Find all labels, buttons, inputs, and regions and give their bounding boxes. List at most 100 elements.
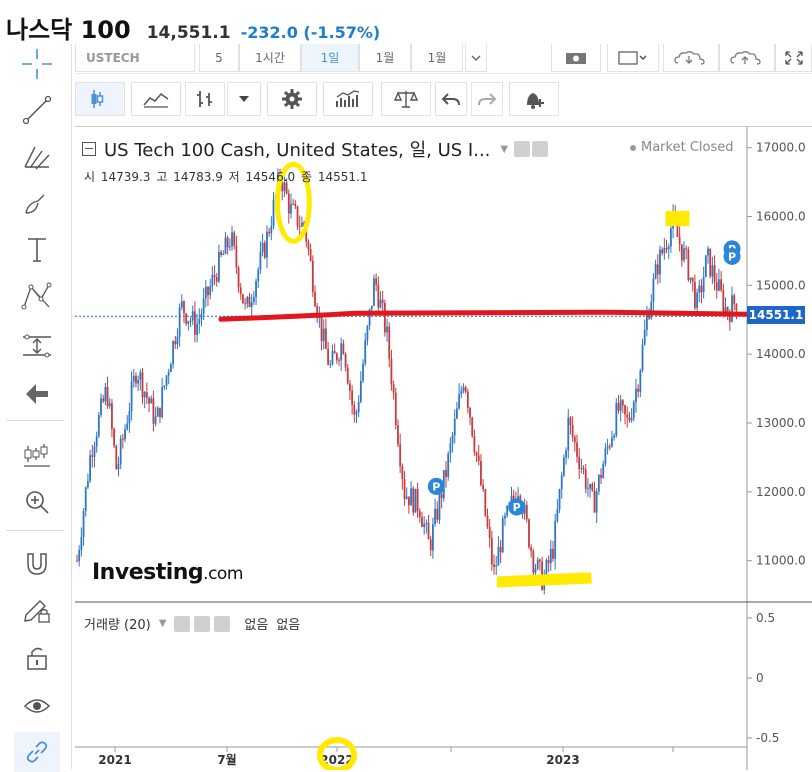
interval-dropdown[interactable]: [465, 44, 487, 72]
candles-button[interactable]: [75, 82, 125, 116]
candle-body: [451, 435, 454, 444]
candle-body: [320, 317, 323, 342]
candle-body: [512, 495, 515, 500]
brush-tool[interactable]: [14, 184, 60, 224]
interval-1w[interactable]: 1월: [359, 44, 411, 72]
candle-body: [368, 309, 371, 326]
candles-icon: [91, 90, 104, 108]
zoom-tool[interactable]: [14, 482, 60, 522]
camera-button[interactable]: [551, 44, 601, 72]
fib-tool[interactable]: [14, 136, 60, 176]
cloud-download-button[interactable]: [663, 44, 719, 72]
chart-area[interactable]: 17000.0 16000.0 15000.0 14000.0 13000.0 12000…: [75, 126, 812, 770]
candle-body: [196, 323, 198, 335]
area-button[interactable]: [131, 82, 181, 116]
price-chart[interactable]: 17000.0 16000.0 15000.0 14000.0 13000.0 12000…: [75, 127, 812, 770]
candle-body: [386, 326, 388, 333]
candle-body: [663, 247, 666, 254]
back-arrow-icon: [26, 384, 48, 404]
collapse-box-icon[interactable]: [82, 142, 96, 156]
eye-mini-icon[interactable]: [174, 615, 191, 632]
fullscreen-button[interactable]: [775, 44, 812, 72]
interval-1m[interactable]: 1월: [411, 44, 463, 72]
crosshair-tool[interactable]: [14, 44, 60, 84]
text-tool[interactable]: [14, 230, 60, 270]
candle-body: [383, 302, 386, 333]
compare-icon: [394, 91, 418, 108]
settings-button[interactable]: [267, 82, 317, 116]
volume-tick-label: 0: [756, 671, 764, 685]
link-tool[interactable]: [14, 732, 60, 772]
cloud-upload-button[interactable]: [719, 44, 775, 72]
candle-body: [587, 488, 589, 490]
indicator-tool[interactable]: [14, 436, 60, 476]
candle-body: [715, 282, 718, 291]
candle-body: [202, 298, 205, 314]
interval-1h[interactable]: 1시간: [239, 44, 301, 72]
candle-body: [322, 328, 325, 342]
candle-body: [497, 546, 500, 566]
bars-button[interactable]: [185, 82, 225, 116]
candle-body: [510, 495, 513, 504]
hide-toolbar-button[interactable]: [14, 374, 60, 414]
divider: [6, 530, 64, 531]
caret-down-icon[interactable]: ▼: [158, 618, 167, 629]
lock-tool[interactable]: [14, 638, 60, 678]
candle-body: [728, 315, 731, 322]
symbol-field[interactable]: USTECH: [75, 44, 195, 72]
visibility-tool[interactable]: [14, 686, 60, 726]
candle-body: [329, 364, 332, 366]
chart-legend: US Tech 100 Cash, United States, 일, US I…: [82, 136, 549, 162]
lock-drawing-tool[interactable]: [14, 590, 60, 630]
close-mini-icon[interactable]: [214, 615, 231, 632]
alert-button[interactable]: [509, 82, 559, 116]
candle-body: [436, 508, 439, 520]
crosshair-icon: [22, 49, 52, 79]
candle-body: [554, 520, 557, 559]
candle-body: [198, 318, 201, 324]
magnet-tool[interactable]: [14, 544, 60, 584]
layout-button[interactable]: [607, 44, 659, 72]
highlight-ellipse: [317, 737, 357, 770]
candle-body: [501, 518, 504, 553]
eye-mini-icon[interactable]: [514, 141, 531, 157]
candle-body: [84, 487, 87, 512]
undo-button[interactable]: [435, 82, 467, 116]
candle-body: [167, 372, 170, 376]
candle-body: [152, 398, 155, 424]
charttype-dropdown[interactable]: [227, 82, 261, 116]
candle-body: [445, 470, 447, 477]
candle-body: [342, 343, 345, 354]
candle-body: [349, 383, 351, 391]
trendline-tool[interactable]: [14, 90, 60, 130]
interval-5[interactable]: 5: [199, 44, 239, 72]
candle-body: [207, 286, 209, 296]
candle-body: [482, 484, 485, 490]
candle-body: [263, 242, 266, 258]
candle-body: [635, 388, 637, 403]
candle-body: [617, 403, 620, 411]
candle-body: [462, 387, 465, 391]
status-dot-icon: [630, 144, 636, 151]
y-tick-label: 14000.0: [756, 347, 806, 361]
candle-body: [630, 417, 633, 421]
candle-body: [628, 417, 631, 421]
candle-body: [582, 467, 585, 470]
drawing-toolbar: [0, 44, 72, 772]
measure-tool[interactable]: [14, 326, 60, 366]
candle-body: [290, 203, 292, 214]
candle-body: [652, 278, 655, 302]
pattern-tool[interactable]: [14, 276, 60, 316]
indicators-button[interactable]: [323, 82, 373, 116]
compare-button[interactable]: [381, 82, 431, 116]
candle-body: [534, 568, 537, 573]
settings-mini-icon[interactable]: [532, 141, 549, 157]
redo-button[interactable]: [471, 82, 503, 116]
candle-body: [235, 245, 238, 268]
camera-icon: [566, 52, 586, 64]
candle-body: [220, 251, 223, 256]
interval-1d[interactable]: 1일: [301, 44, 359, 72]
caret-down-icon[interactable]: ▼: [500, 143, 509, 155]
candle-body: [287, 193, 290, 214]
settings-mini-icon[interactable]: [194, 615, 211, 632]
